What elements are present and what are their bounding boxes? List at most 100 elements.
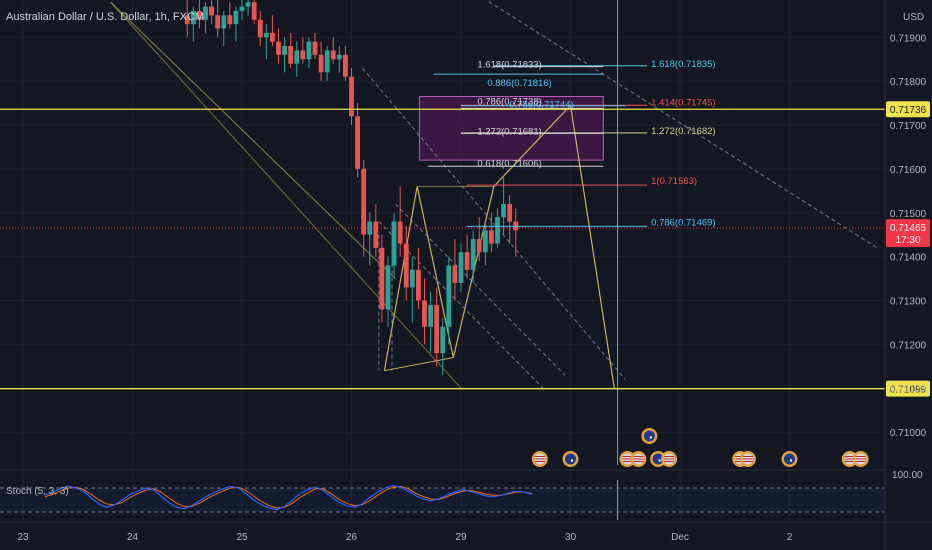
price-axis[interactable]: 0.71900 0.71800 0.71700 0.71600 0.71500 0.714…	[884, 0, 927, 550]
candle-body	[495, 217, 500, 244]
candle-body	[288, 46, 294, 64]
horizontal-level-badge	[886, 101, 930, 118]
price-tick-label: 0.71100	[890, 384, 926, 395]
dashed-channel-1	[362, 67, 626, 380]
horizontal-level-badge	[886, 380, 930, 397]
candle-body	[391, 221, 397, 266]
candle-body	[209, 6, 214, 16]
purple-zone	[418, 96, 604, 161]
flag-star	[570, 459, 574, 462]
stoch-label: Stoch (5, 3, 3)	[6, 486, 69, 497]
candles	[184, 0, 519, 376]
candle-body	[476, 239, 482, 253]
candle-body	[324, 50, 330, 73]
candle-body	[276, 41, 281, 55]
price-tick-label: 0.71800	[890, 77, 927, 88]
candle-body	[397, 221, 403, 244]
time-tick-label: 2	[787, 532, 793, 543]
fib-label: 1.618(0.71835)	[651, 59, 715, 70]
candle-body	[184, 15, 190, 25]
candle-body	[470, 239, 476, 270]
current-price-countdown: 17:30	[895, 235, 920, 246]
time-tick-label: 23	[17, 532, 29, 543]
event-marker[interactable]	[852, 451, 869, 467]
event-marker[interactable]	[781, 451, 798, 467]
fib-label: 0.786(0.71744)	[509, 100, 573, 111]
symbol-title: Australian Dollar / U.S. Dollar, 1h, FXC…	[6, 11, 204, 23]
candle-body	[263, 32, 269, 38]
flag-star	[789, 459, 793, 462]
candle-body	[349, 76, 354, 117]
current-price-value: 0.71465	[890, 223, 927, 234]
au-flag-icon	[652, 453, 664, 465]
fib-label: 1.414(0.71745)	[651, 97, 715, 108]
candle-body	[203, 6, 208, 20]
currency-label: USD	[903, 12, 924, 23]
price-tick-label: 0.71300	[890, 296, 927, 307]
fib-label: 0.618(0.71606)	[477, 158, 541, 169]
event-marker[interactable]	[619, 451, 636, 467]
candle-body	[245, 2, 251, 7]
candle-body	[507, 203, 513, 222]
candle-body	[489, 230, 494, 244]
time-tick-label: 29	[455, 532, 467, 543]
stoch-k-line	[44, 484, 533, 511]
candle-body	[361, 168, 367, 235]
horizontal-level-label: 0.71736	[890, 105, 927, 116]
candle-body	[355, 116, 360, 169]
time-axis[interactable]: 23 24 25 26 29 30 Dec 2	[17, 532, 792, 543]
event-marker[interactable]	[739, 451, 756, 467]
candle-body	[318, 54, 324, 73]
candle-body	[403, 243, 409, 288]
fib-label: 1.272(0.71682)	[651, 126, 715, 137]
candle-body	[385, 265, 391, 310]
candle-body	[227, 15, 233, 25]
fib-label: 0.786(0.71738)	[477, 96, 541, 107]
flag-star	[658, 459, 661, 462]
price-tick-label: 0.71000	[890, 428, 927, 439]
event-marker[interactable]	[650, 451, 667, 467]
event-marker[interactable]	[630, 451, 647, 467]
dashed-channel-upper	[485, 0, 878, 249]
candle-body	[251, 2, 257, 20]
candle-body	[233, 10, 239, 25]
candle-body	[294, 50, 300, 64]
trend-line-yellow	[110, 1, 396, 279]
candle-body	[336, 54, 342, 60]
price-tick-label: 0.71400	[890, 253, 927, 264]
price-tick-label: 0.71600	[890, 165, 927, 176]
time-tick-label: 24	[127, 532, 139, 543]
candle-body	[197, 10, 202, 20]
candle-body	[409, 269, 415, 288]
candle-body	[452, 265, 458, 283]
event-marker-stacked[interactable]	[641, 428, 658, 444]
candle-body	[330, 50, 336, 60]
candle-body	[440, 326, 446, 354]
candle-body	[282, 46, 287, 55]
candle-body	[428, 304, 433, 327]
candle-body	[446, 265, 452, 327]
price-tick-label: 0.71200	[890, 340, 927, 351]
candle-body	[239, 6, 245, 11]
candle-body	[300, 50, 306, 60]
event-markers[interactable]	[531, 428, 869, 467]
fib-levels: 1.618(0.71835) 1.618(0.71833) 0.886(0.7181…	[428, 59, 716, 228]
candle-body	[501, 203, 506, 218]
event-marker[interactable]	[562, 451, 579, 467]
fib-label: 1(0.71563)	[651, 176, 697, 187]
candle-body	[434, 304, 440, 354]
candle-body	[416, 269, 421, 301]
fib-label: 0.786(0.71469)	[651, 217, 715, 228]
candle-body	[190, 10, 196, 25]
fib-label: 1.618(0.71833)	[477, 60, 541, 71]
candle-body	[215, 15, 221, 29]
candle-body	[373, 221, 379, 248]
event-marker[interactable]	[531, 451, 548, 467]
flag-star	[649, 436, 653, 439]
candle-body	[482, 230, 488, 253]
candle-body	[422, 300, 427, 327]
event-marker[interactable]	[661, 451, 678, 467]
